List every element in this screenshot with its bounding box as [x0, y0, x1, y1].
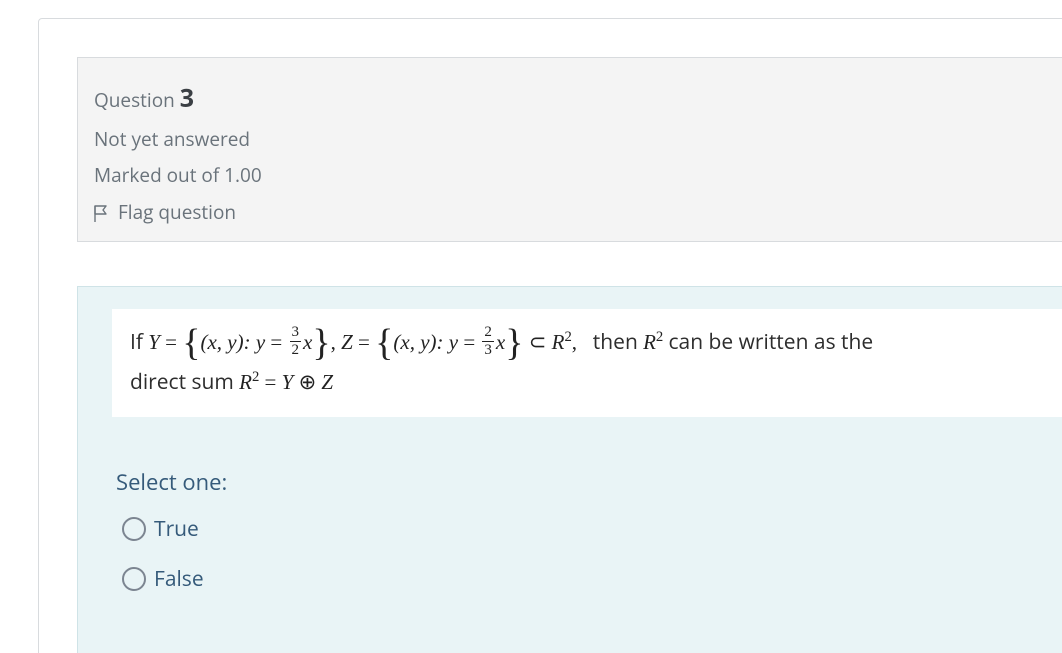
math-frac-Y: 3 2	[290, 325, 302, 358]
math-tail: can be written as the	[669, 328, 874, 356]
math-sup-2: 2	[656, 329, 663, 345]
question-marks: Marked out of 1.00	[94, 160, 1049, 190]
math-set-elem-1: (x, y): y	[200, 330, 265, 354]
option-true[interactable]: True	[122, 515, 1062, 543]
option-label: True	[154, 515, 199, 543]
math-then: then	[593, 328, 638, 356]
flag-label: Flag question	[118, 199, 236, 225]
math-sup-1: 2	[564, 329, 571, 345]
select-one-prompt: Select one:	[116, 467, 1062, 497]
flag-question-link[interactable]: Flag question	[94, 199, 1049, 225]
math-oplus: ⊕	[299, 370, 317, 394]
option-false[interactable]: False	[122, 565, 1062, 593]
question-text: If Y = {(x, y): y = 3 2 x}, Z = {(x, y):…	[112, 309, 1062, 417]
math-subset: ⊂	[529, 330, 547, 354]
math-sup-3: 2	[252, 369, 259, 385]
question-status: Not yet answered	[94, 124, 1049, 154]
math-R-3: R	[239, 370, 252, 394]
flag-icon	[94, 203, 108, 221]
math-Z: Z	[341, 330, 353, 354]
options-group: True False	[122, 515, 1062, 593]
math-line2-prefix: direct sum	[130, 368, 234, 396]
math-comma-2: ,	[572, 330, 577, 354]
math-set-elem-2: (x, y): y	[393, 330, 458, 354]
question-card: Question 3 Not yet answered Marked out o…	[38, 18, 1062, 653]
math-frac-Z: 2 3	[482, 325, 494, 358]
question-heading: Question 3	[94, 78, 1049, 118]
math-Y: Y	[148, 330, 160, 354]
math-Y-2: Y	[282, 370, 294, 394]
option-label: False	[154, 565, 204, 593]
radio-icon	[122, 517, 146, 541]
math-x-1: x	[303, 330, 312, 354]
question-number: 3	[180, 81, 194, 115]
question-content-block: If Y = {(x, y): y = 3 2 x}, Z = {(x, y):…	[77, 286, 1062, 653]
math-R-1: R	[552, 330, 565, 354]
question-info-block: Question 3 Not yet answered Marked out o…	[77, 57, 1062, 242]
question-label: Question	[94, 87, 175, 113]
math-comma-1: ,	[331, 330, 336, 354]
math-R-2: R	[643, 330, 656, 354]
page: Question 3 Not yet answered Marked out o…	[0, 0, 1062, 653]
math-Z-2: Z	[321, 370, 333, 394]
radio-icon	[122, 567, 146, 591]
math-if: If	[130, 328, 143, 356]
math-x-2: x	[496, 330, 505, 354]
